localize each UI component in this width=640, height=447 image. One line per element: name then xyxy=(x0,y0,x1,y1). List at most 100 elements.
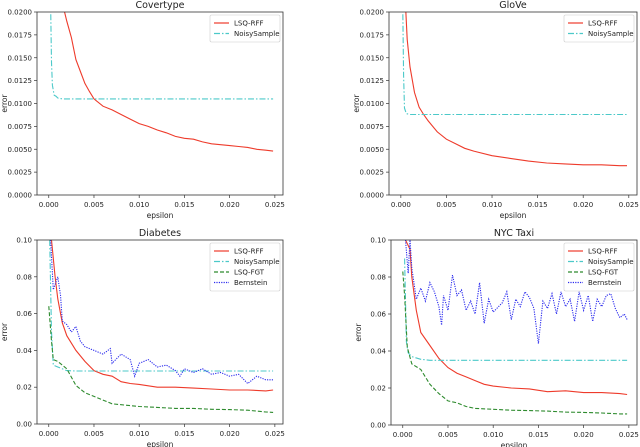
x-tick-label: 0.025 xyxy=(265,430,285,438)
x-tick-label: 0.025 xyxy=(619,201,639,209)
x-axis-label: epsilon xyxy=(501,441,528,447)
legend-label: LSQ-RFF xyxy=(234,20,264,28)
x-tick-label: 0.000 xyxy=(39,201,59,209)
y-tick-label: 0.04 xyxy=(370,348,386,356)
y-tick-label: 0.0175 xyxy=(360,31,385,39)
y-tick-label: 0.0150 xyxy=(360,54,385,62)
legend-label: LSQ-RFF xyxy=(234,248,264,256)
series-line-noisysample xyxy=(50,12,274,100)
legend-box xyxy=(563,242,635,292)
legend-label: NoisySample xyxy=(234,258,280,266)
axes-frame xyxy=(388,11,638,196)
y-axis-label: error xyxy=(0,94,9,113)
y-tick-label: 0.0150 xyxy=(8,54,33,62)
y-tick-label: 0.04 xyxy=(16,347,32,355)
y-tick-label: 0.08 xyxy=(370,274,386,282)
x-tick-label: 0.010 xyxy=(482,201,502,209)
y-tick-label: 0.0025 xyxy=(8,169,33,177)
series-line-lsq-fgt xyxy=(402,271,628,415)
chart-title: NYC Taxi xyxy=(494,228,534,239)
subplot-glove: GloVe epsilon error 0.000 0.005 0.010 0.015 0.0… xyxy=(352,0,639,220)
x-tick-label: 0.020 xyxy=(220,201,240,209)
y-tick-label: 0.02 xyxy=(370,385,386,393)
x-axis-label: epsilon xyxy=(500,211,527,220)
x-tick-label: 0.010 xyxy=(129,430,149,438)
x-tick-label: 0.025 xyxy=(619,431,639,439)
subplot-nyc-taxi: NYC Taxi epsilon error 0.000 0.005 0.010 0.015… xyxy=(354,228,639,447)
y-tick-label: 0.0050 xyxy=(360,146,385,154)
series-line-lsq-rff xyxy=(63,12,274,152)
legend-box xyxy=(209,14,281,43)
series-line-bernstein xyxy=(50,240,274,385)
y-axis-label: error xyxy=(352,94,361,113)
legend-label: NoisySample xyxy=(588,258,634,266)
legend: LSQ-RFF NoisySample xyxy=(209,14,281,43)
chart-title: Diabetes xyxy=(139,228,181,239)
series-line-lsq-rff xyxy=(405,12,627,167)
x-axis-label: epsilon xyxy=(147,440,174,447)
series-line-lsq-rff xyxy=(50,240,274,392)
y-tick-label: 0.0000 xyxy=(8,192,33,200)
series-line-noisysample xyxy=(402,12,627,116)
legend-label: Bernstein xyxy=(588,279,621,287)
x-tick-label: 0.005 xyxy=(438,431,458,439)
y-tick-label: 0.0125 xyxy=(360,77,385,85)
y-axis-label: error xyxy=(0,322,9,341)
x-tick-label: 0.020 xyxy=(573,201,593,209)
y-tick-label: 0.0075 xyxy=(360,123,385,131)
legend-label: LSQ-RFF xyxy=(588,248,618,256)
axes-frame xyxy=(36,239,284,425)
x-tick-label: 0.000 xyxy=(391,201,411,209)
y-tick-label: 0.0175 xyxy=(8,31,33,39)
y-tick-label: 0.0025 xyxy=(360,169,385,177)
x-axis-label: epsilon xyxy=(147,211,174,220)
y-tick-label: 0.06 xyxy=(16,310,32,318)
x-tick-label: 0.010 xyxy=(483,431,503,439)
legend: LSQ-RFF NoisySample xyxy=(563,14,635,43)
axes-frame xyxy=(390,239,638,426)
y-tick-label: 0.10 xyxy=(16,237,32,245)
y-tick-label: 0.0125 xyxy=(8,77,33,85)
y-tick-label: 0.0200 xyxy=(360,9,385,17)
legend-label: LSQ-RFF xyxy=(588,20,618,28)
y-tick-label: 0.0050 xyxy=(8,146,33,154)
x-tick-label: 0.015 xyxy=(174,201,194,209)
series-line-noisysample xyxy=(49,240,274,372)
x-tick-label: 0.015 xyxy=(528,431,548,439)
x-tick-label: 0.005 xyxy=(436,201,456,209)
x-tick-label: 0.015 xyxy=(174,430,194,438)
y-tick-label: 0.0100 xyxy=(360,100,385,108)
x-tick-label: 0.000 xyxy=(39,430,59,438)
legend-box xyxy=(563,14,635,43)
y-tick-label: 0.0075 xyxy=(8,123,33,131)
y-tick-label: 0.0200 xyxy=(8,9,33,17)
legend-box xyxy=(209,242,281,292)
y-tick-label: 0.08 xyxy=(16,273,32,281)
legend-label: Bernstein xyxy=(234,279,267,287)
legend-label: NoisySample xyxy=(588,30,634,38)
x-tick-label: 0.015 xyxy=(528,201,548,209)
y-axis-label: error xyxy=(354,323,363,342)
y-tick-label: 0.06 xyxy=(370,311,386,319)
y-tick-label: 0.0000 xyxy=(360,192,385,200)
x-tick-label: 0.005 xyxy=(84,430,104,438)
series-line-noisysample xyxy=(404,258,628,361)
x-tick-label: 0.020 xyxy=(220,430,240,438)
y-tick-label: 0.00 xyxy=(370,422,386,430)
y-tick-label: 0.02 xyxy=(16,384,32,392)
series-line-bernstein xyxy=(404,240,628,344)
axes-frame xyxy=(36,11,284,196)
x-tick-label: 0.020 xyxy=(574,431,594,439)
chart-title: Covertype xyxy=(135,0,184,11)
legend-label: NoisySample xyxy=(234,30,280,38)
legend: LSQ-RFF NoisySample LSQ-FGT Bernstein xyxy=(563,242,635,292)
x-tick-label: 0.000 xyxy=(393,431,413,439)
x-tick-label: 0.005 xyxy=(84,201,104,209)
y-tick-label: 0.10 xyxy=(370,237,386,245)
legend-label: LSQ-FGT xyxy=(588,269,619,277)
y-tick-label: 0.0100 xyxy=(8,100,33,108)
x-tick-label: 0.010 xyxy=(129,201,149,209)
series-line-lsq-rff xyxy=(405,240,628,396)
legend-label: LSQ-FGT xyxy=(234,269,265,277)
